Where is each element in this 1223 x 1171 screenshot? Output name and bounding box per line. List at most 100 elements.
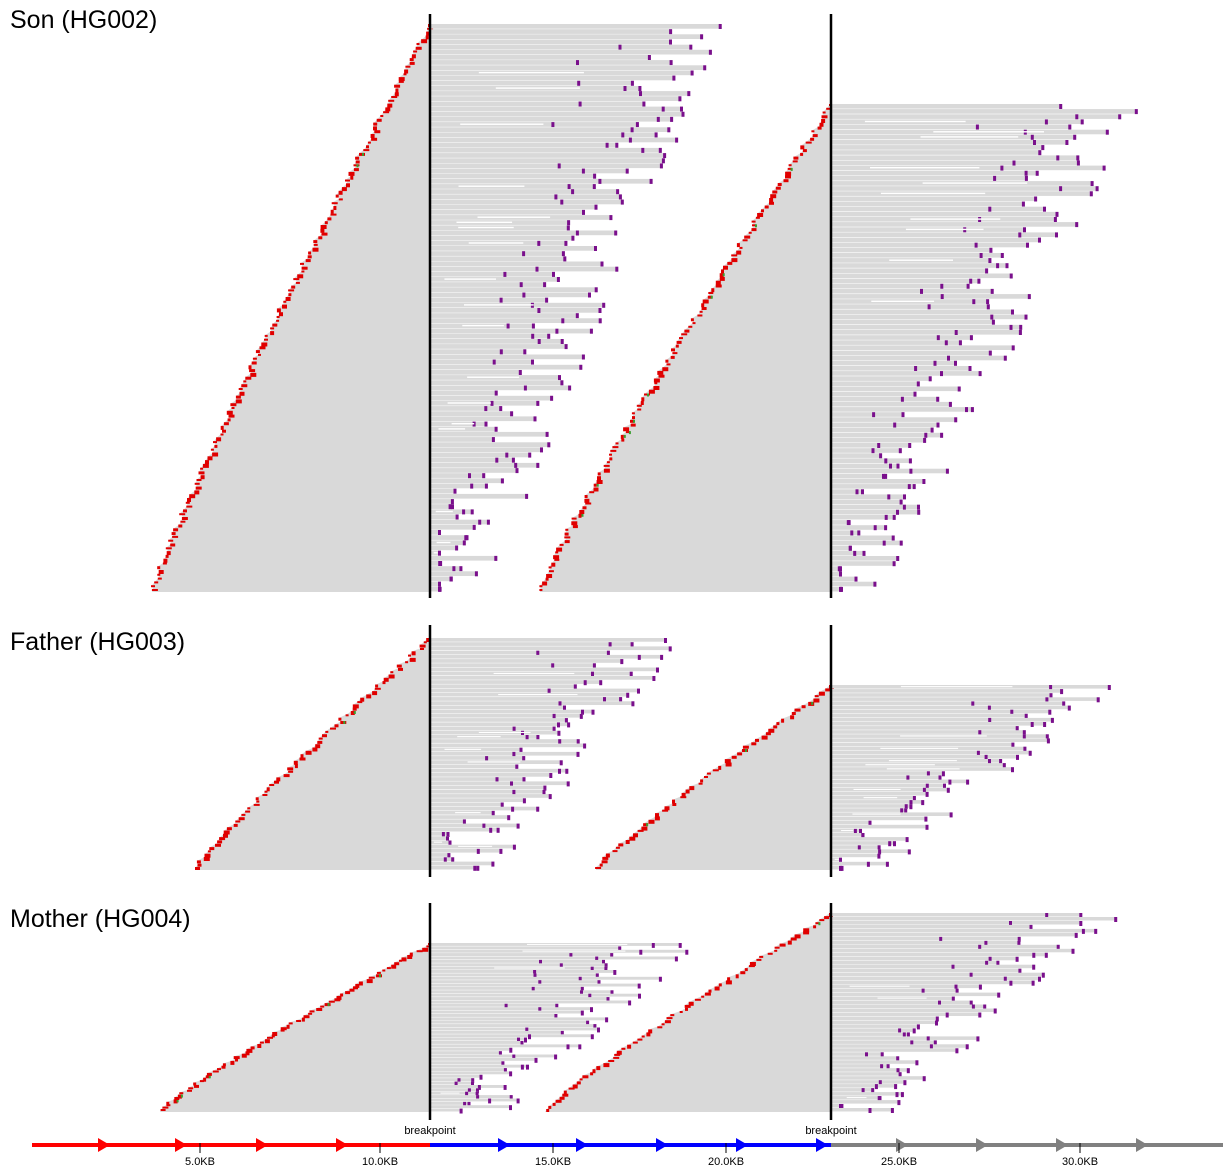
soft-clip-mark [151,585,155,588]
soft-clip-mark [928,376,932,382]
soft-clip-mark [979,253,983,258]
soft-clip-mark [824,916,830,920]
read [431,380,564,385]
soft-clip-mark [490,400,494,406]
mismatch-mark [646,823,649,827]
soft-clip-mark [405,661,409,664]
soft-clip-mark [465,1091,469,1097]
soft-clip-mark [1076,155,1080,161]
soft-clip-mark [606,997,610,1002]
soft-clip-mark [1024,314,1028,320]
soft-clip-mark [731,755,737,759]
soft-clip-mark [226,827,232,831]
read [832,837,909,841]
read [431,266,619,272]
soft-clip-mark [506,323,510,329]
soft-clip-mark [813,925,817,929]
soft-clip-mark [388,99,395,102]
read [832,853,881,858]
soft-clip-mark [413,50,418,53]
soft-clip-mark [586,1020,590,1026]
soft-clip-mark [463,1101,467,1107]
soft-clip-mark [978,1012,982,1018]
soft-clip-mark [966,779,970,785]
soft-clip-mark [509,1047,513,1053]
soft-clip-mark [177,1094,182,1099]
soft-clip-mark [583,743,587,749]
soft-clip-mark [525,493,529,499]
soft-clip-mark [776,722,780,726]
soft-clip-mark [246,1048,253,1053]
mismatch-mark [755,224,757,228]
read [431,970,617,973]
mismatch-mark [623,434,626,438]
soft-clip-mark [630,423,636,427]
soft-clip-mark [667,127,671,133]
read [832,1084,898,1088]
read [431,1061,505,1065]
read-gap [498,694,578,696]
read [832,340,962,345]
soft-clip-mark [813,698,820,703]
soft-clip-mark [523,349,527,355]
soft-clip-mark [409,952,413,957]
soft-clip-mark [558,701,562,707]
soft-clip-mark [676,340,682,344]
soft-clip-mark [1067,705,1071,711]
soft-clip-mark [484,406,488,412]
soft-clip-mark [518,370,522,375]
soft-clip-mark [922,479,926,484]
soft-clip-mark [736,243,740,248]
soft-clip-mark [416,43,420,45]
soft-clip-mark [241,384,248,388]
soft-clip-mark [725,980,732,985]
soft-clip-mark [879,453,883,459]
soft-clip-mark [564,718,568,724]
read [832,960,1000,965]
soft-clip-mark [884,458,888,464]
soft-clip-mark [929,1044,933,1050]
soft-clip-mark [793,156,799,160]
soft-clip-mark [510,781,513,787]
read [832,186,1099,191]
read [832,820,872,825]
read-gap [495,87,580,89]
read [431,344,568,349]
soft-clip-mark [764,205,769,209]
read [431,794,552,798]
soft-clip-mark [988,759,991,764]
soft-clip-mark [877,443,881,448]
soft-clip-mark [618,946,622,952]
read [431,416,537,422]
read [431,993,641,997]
soft-clip-mark [338,190,343,195]
read [431,581,441,587]
soft-clip-mark [652,676,656,681]
soft-clip-mark [877,853,881,859]
soft-clip-mark [368,976,375,979]
soft-clip-mark [250,1046,255,1050]
soft-clip-mark [825,688,832,692]
soft-clip-mark [579,510,585,514]
read [431,462,540,468]
soft-clip-mark [255,797,259,801]
soft-clip-mark [209,847,215,851]
soft-clip-mark [582,1075,589,1079]
soft-clip-mark [287,767,294,771]
soft-clip-mark [572,1084,578,1089]
soft-clip-mark [885,861,889,867]
soft-clip-mark [940,432,944,438]
soft-clip-mark [945,1012,949,1018]
read [431,802,504,807]
read [832,730,1026,734]
soft-clip-mark [447,853,451,859]
soft-clip-mark [672,803,677,806]
soft-clip-mark [217,1068,221,1071]
soft-clip-mark [398,80,404,83]
soft-clip-mark [664,1020,671,1024]
soft-clip-mark [288,770,294,773]
read [431,499,454,504]
read [832,1020,938,1024]
soft-clip-mark [421,39,428,44]
